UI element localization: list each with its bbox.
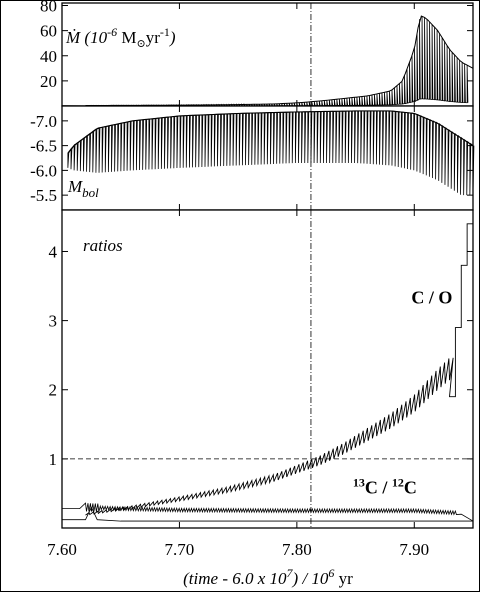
y-axis-mass-loss-rate: 80 60 40 20: [40, 0, 473, 91]
panel-bolometric-magnitude: -7.0 -6.5 -6.0 -5.5 Mbol: [30, 105, 475, 211]
panel-frame: [61, 209, 474, 529]
c-over-o-line: [85, 223, 473, 516]
y-tick-label: -6.5: [30, 137, 57, 156]
y-tick-label: -5.5: [30, 186, 57, 205]
ratios-label: ratios: [83, 236, 123, 255]
panel-frame: [61, 2, 474, 107]
x-tick-label: 7.90: [399, 540, 429, 559]
bolometric-magnitude-series: [67, 110, 475, 196]
series-c-over-o: [85, 223, 473, 516]
y-tick-label: 20: [40, 72, 57, 91]
series-c13-over-c12: [62, 502, 474, 522]
mass-loss-rate-envelope: [85, 15, 474, 106]
bolometric-magnitude-label: Mbol: [67, 177, 99, 200]
legend-c-over-o: C / O: [411, 287, 452, 307]
y-tick-label: 2: [49, 381, 58, 400]
panel-mass-loss-rate: 80 60 40 20 Ṁ (10-6 M⊙yr-1): [40, 0, 474, 107]
bolometric-magnitude-envelope: [67, 110, 474, 154]
panel-ratios: 4 3 2 1 7.60 7.70 7.80 7.90 ratios C / O 13C /…: [47, 3, 474, 559]
x-tick-label: 7.60: [47, 540, 77, 559]
x-tick-label: 7.70: [165, 540, 195, 559]
x-axis-time: 7.60 7.70 7.80 7.90: [47, 3, 429, 559]
legend-c13-over-c12: 13C / 12C: [353, 475, 417, 497]
y-tick-label: 1: [49, 450, 58, 469]
y-axis-bolometric-magnitude: -7.0 -6.5 -6.0 -5.5: [30, 112, 473, 205]
y-tick-label: 60: [40, 22, 57, 41]
c13-over-c12-baseline: [62, 506, 473, 522]
c13-over-c12-line: [62, 502, 474, 522]
y-tick-label: 3: [49, 312, 58, 331]
y-tick-label: -6.0: [30, 161, 57, 180]
y-tick-label: 40: [40, 47, 57, 66]
y-tick-label: -7.0: [30, 112, 57, 131]
x-axis-label: (time - 6.0 x 107) / 106 yr: [183, 566, 353, 588]
y-tick-label: 4: [49, 242, 58, 261]
x-tick-label: 7.80: [282, 540, 312, 559]
y-tick-label: 80: [40, 0, 57, 16]
mass-loss-rate-label: Ṁ (10-6 M⊙yr-1): [65, 25, 176, 50]
